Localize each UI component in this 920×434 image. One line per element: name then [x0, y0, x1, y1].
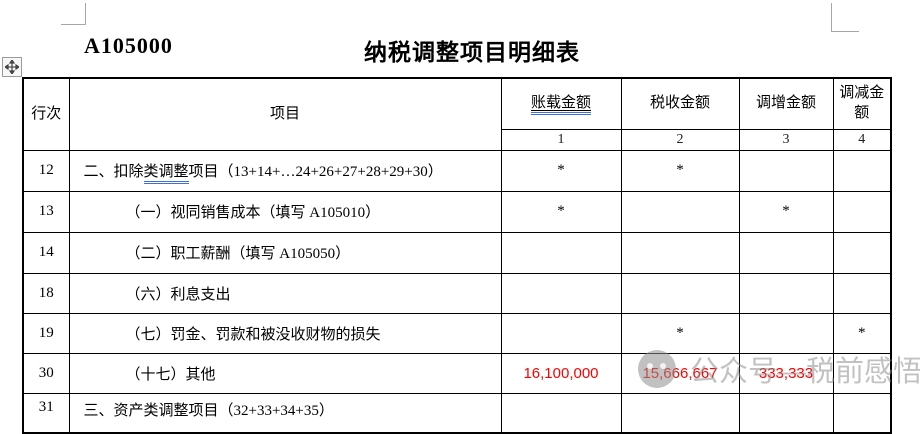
decrease-amount-cell[interactable]: *	[832, 312, 892, 354]
increase-amount-cell[interactable]	[738, 149, 834, 192]
header-tax-amount: 税收金额	[620, 77, 740, 130]
tax-amount-cell[interactable]: 15,666,667	[620, 352, 740, 394]
tax-amount-cell[interactable]	[620, 190, 740, 233]
decrease-amount-cell[interactable]	[832, 392, 892, 434]
page-margin-mark-top-left	[61, 3, 86, 25]
book-amount-cell[interactable]	[500, 272, 622, 314]
book-amount-cell[interactable]	[500, 392, 622, 434]
table-move-handle[interactable]	[2, 57, 22, 77]
decrease-amount-cell[interactable]	[832, 231, 892, 274]
header-book-amount: 账载金额	[500, 77, 622, 130]
tax-amount-cell[interactable]	[620, 272, 740, 314]
row-no-cell[interactable]: 31	[22, 392, 70, 434]
header-item: 项目	[68, 77, 502, 151]
increase-amount-cell[interactable]	[738, 272, 834, 314]
word-document-page: { "page": { "form_code": "A105000", "tit…	[2, 3, 920, 434]
increase-amount-cell[interactable]	[738, 392, 834, 434]
tax-amount-cell[interactable]: *	[620, 149, 740, 192]
header-decrease-amount: 调减金额	[832, 77, 892, 130]
item-cell[interactable]: （六）利息支出	[68, 272, 502, 314]
row-no-cell[interactable]: 30	[22, 352, 70, 394]
item-cell[interactable]: （二）职工薪酬（填写 A105050）	[68, 231, 502, 274]
grammar-marked-text: 类调整	[143, 164, 189, 184]
book-amount-cell[interactable]	[500, 231, 622, 274]
decrease-amount-cell[interactable]	[832, 190, 892, 233]
table-row-13: 13 （一）视同销售成本（填写 A105010） * *	[22, 190, 892, 233]
move-arrows-icon	[5, 60, 19, 74]
decrease-amount-cell[interactable]	[832, 272, 892, 314]
table-row-31: 31 三、资产类调整项目（32+33+34+35）	[22, 392, 892, 434]
page-margin-mark-top-right	[831, 3, 859, 32]
increase-amount-cell[interactable]	[738, 231, 834, 274]
tax-adjustment-table: 行次 项目 账载金额 税收金额 调增金额 调减金额 1 2 3 4 12 二、扣…	[22, 77, 892, 434]
tax-amount-cell[interactable]	[620, 392, 740, 434]
tax-amount-cell[interactable]	[620, 231, 740, 274]
book-amount-cell[interactable]	[500, 312, 622, 354]
item-cell[interactable]: （一）视同销售成本（填写 A105010）	[68, 190, 502, 233]
item-cell[interactable]: 三、资产类调整项目（32+33+34+35）	[68, 392, 502, 434]
row-no-cell[interactable]: 19	[22, 312, 70, 354]
col-number-1: 1	[500, 128, 622, 151]
page-title: 纳税调整项目明细表	[364, 40, 580, 65]
table-row-19: 19 （七）罚金、罚款和被没收财物的损失 * *	[22, 312, 892, 354]
row-no-cell[interactable]: 13	[22, 190, 70, 233]
item-cell[interactable]: 二、扣除类调整项目（13+14+…24+26+27+28+29+30）	[68, 149, 502, 192]
table-row-18: 18 （六）利息支出	[22, 272, 892, 314]
row-no-cell[interactable]: 12	[22, 149, 70, 192]
item-cell[interactable]: （七）罚金、罚款和被没收财物的损失	[68, 312, 502, 354]
book-amount-cell[interactable]: 16,100,000	[500, 352, 622, 394]
header-increase-amount: 调增金额	[738, 77, 834, 130]
table-row-14: 14 （二）职工薪酬（填写 A105050）	[22, 231, 892, 274]
form-code: A105000	[84, 33, 173, 58]
col-number-4: 4	[832, 128, 892, 151]
increase-amount-cell[interactable]: *	[738, 190, 834, 233]
header-row-no: 行次	[22, 77, 70, 151]
col-number-3: 3	[738, 128, 834, 151]
table-row-12: 12 二、扣除类调整项目（13+14+…24+26+27+28+29+30） *…	[22, 149, 892, 192]
col-number-2: 2	[620, 128, 740, 151]
table-row-30: 30 （十七）其他 16,100,000 15,666,667 333,333	[22, 352, 892, 394]
increase-amount-cell[interactable]: 333,333	[738, 352, 834, 394]
item-cell[interactable]: （十七）其他	[68, 352, 502, 394]
increase-amount-cell[interactable]	[738, 312, 834, 354]
row-no-cell[interactable]: 18	[22, 272, 70, 314]
row-no-cell[interactable]: 14	[22, 231, 70, 274]
tax-amount-cell[interactable]: *	[620, 312, 740, 354]
book-amount-cell[interactable]: *	[500, 190, 622, 233]
book-amount-cell[interactable]: *	[500, 149, 622, 192]
decrease-amount-cell[interactable]	[832, 352, 892, 394]
decrease-amount-cell[interactable]	[832, 149, 892, 192]
